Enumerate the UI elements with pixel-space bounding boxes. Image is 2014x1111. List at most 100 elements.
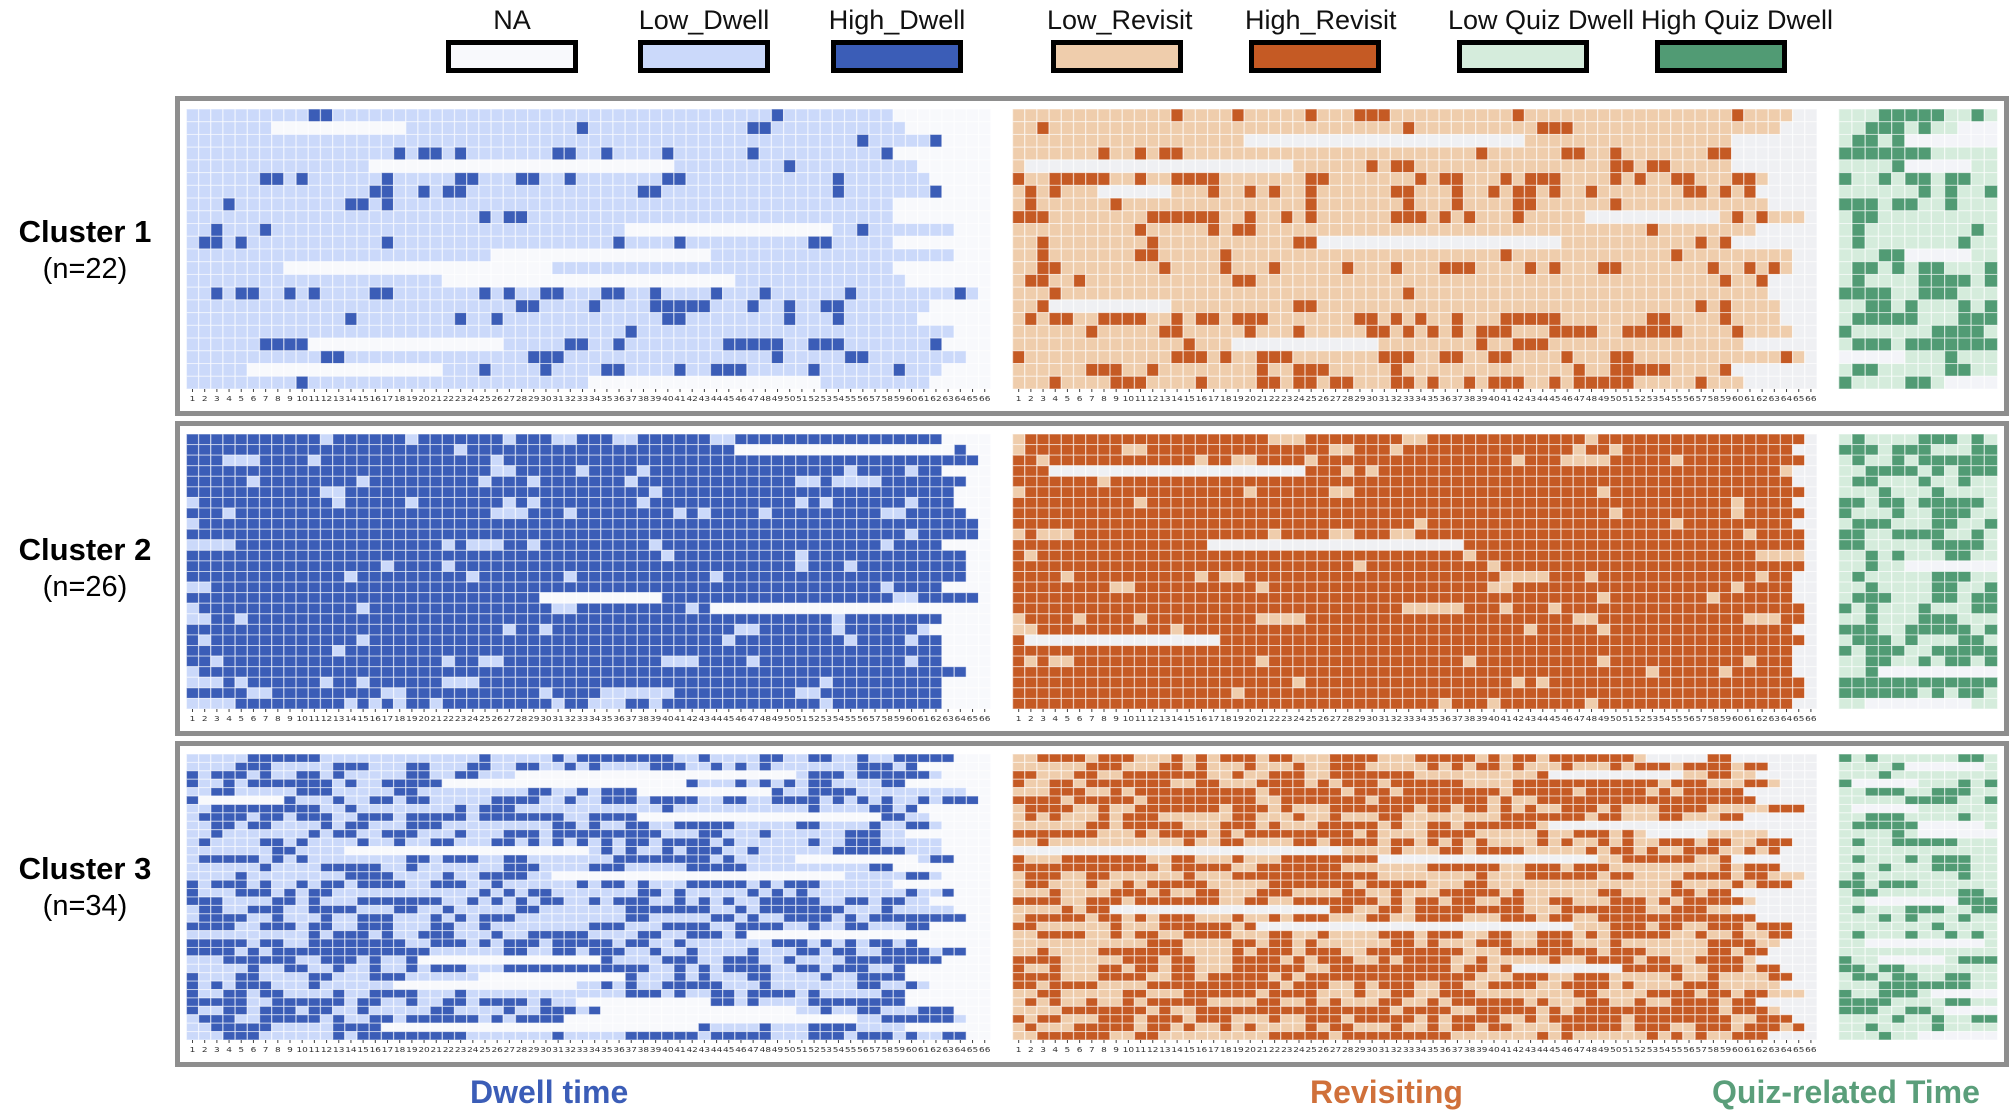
- heatmap-cell: [613, 455, 625, 466]
- heatmap-cell: [857, 147, 869, 160]
- heatmap-cell: [296, 325, 308, 338]
- heatmap-cell: [796, 287, 808, 300]
- heatmap-cell: [845, 185, 857, 198]
- heatmap-cell: [747, 550, 759, 561]
- heatmap-cell: [625, 351, 637, 364]
- heatmap-cell: [345, 198, 357, 211]
- heatmap-cell: [552, 466, 564, 477]
- heatmap-cell: [247, 519, 259, 530]
- heatmap-cell: [1537, 300, 1549, 313]
- heatmap-cell: [1549, 262, 1561, 275]
- heatmap-cell: [1293, 134, 1305, 147]
- heatmap-cell: [905, 593, 917, 604]
- heatmap-cell: [394, 160, 406, 173]
- heatmap-cell: [418, 455, 430, 466]
- heatmap-cell: [710, 667, 722, 678]
- heatmap-cell: [808, 224, 820, 237]
- heatmap-cell: [832, 300, 844, 313]
- heatmap-cell: [284, 364, 296, 377]
- heatmap-cell: [235, 211, 247, 224]
- heatmap-cell: [808, 185, 820, 198]
- heatmap-cell: [905, 487, 917, 498]
- heatmap-cell: [1220, 287, 1232, 300]
- heatmap-cell: [1305, 300, 1317, 313]
- heatmap-cell: [662, 582, 674, 593]
- heatmap-cell: [966, 185, 978, 198]
- heatmap-cell: [930, 561, 942, 572]
- heatmap-cell: [1719, 313, 1731, 326]
- heatmap-cell: [905, 211, 917, 224]
- heatmap-cell: [467, 249, 479, 262]
- heatmap-cell: [1537, 338, 1549, 351]
- heatmap-cell: [747, 236, 759, 249]
- heatmap-cell: [759, 351, 771, 364]
- heatmap-cell: [503, 134, 515, 147]
- heatmap-cell: [1317, 376, 1329, 389]
- heatmap-cell: [1403, 236, 1415, 249]
- heatmap-cell: [1646, 122, 1658, 135]
- heatmap-cell: [1646, 287, 1658, 300]
- heatmap-cell: [442, 434, 454, 445]
- heatmap-cell: [820, 198, 832, 211]
- heatmap-cell: [515, 376, 527, 389]
- heatmap-cell: [966, 572, 978, 583]
- heatmap-cell: [479, 274, 491, 287]
- heatmap-cell: [625, 656, 637, 667]
- heatmap-cell: [1945, 211, 1958, 224]
- heatmap-cell: [857, 364, 869, 377]
- heatmap-cell: [1793, 351, 1805, 364]
- heatmap-cell: [625, 487, 637, 498]
- heatmap-cell: [601, 476, 613, 487]
- legend-swatch: [638, 40, 770, 73]
- heatmap-cell: [1317, 287, 1329, 300]
- heatmap-cell: [199, 476, 211, 487]
- heatmap-cell: [235, 550, 247, 561]
- heatmap-cell: [637, 287, 649, 300]
- heatmap-cell: [1683, 364, 1695, 377]
- heatmap-cell: [1805, 300, 1817, 313]
- heatmap-cell: [296, 122, 308, 135]
- heatmap-cell: [1945, 160, 1958, 173]
- heatmap-cell: [528, 325, 540, 338]
- heatmap-cell: [625, 540, 637, 551]
- heatmap-cell: [1134, 236, 1146, 249]
- heatmap-cell: [394, 614, 406, 625]
- heatmap-cell: [698, 582, 710, 593]
- heatmap-cell: [905, 122, 917, 135]
- heatmap-cell: [893, 508, 905, 519]
- heatmap-cell: [1037, 300, 1049, 313]
- heatmap-cell: [260, 476, 272, 487]
- heatmap-cell: [1195, 376, 1207, 389]
- heatmap-cell: [966, 274, 978, 287]
- heatmap-cell: [223, 476, 235, 487]
- heatmap-cell: [979, 487, 991, 498]
- heatmap-cell: [735, 262, 747, 275]
- heatmap-cell: [674, 656, 686, 667]
- heatmap-cell: [260, 466, 272, 477]
- heatmap-cell: [1500, 160, 1512, 173]
- heatmap-cell: [467, 287, 479, 300]
- heatmap-cell: [515, 173, 527, 186]
- heatmap-cell: [418, 466, 430, 477]
- heatmap-cell: [1366, 313, 1378, 326]
- heatmap-cell: [893, 624, 905, 635]
- heatmap-cell: [235, 198, 247, 211]
- heatmap-cell: [1232, 109, 1244, 122]
- heatmap-cell: [467, 109, 479, 122]
- heatmap-cell: [1756, 262, 1768, 275]
- heatmap-cell: [625, 364, 637, 377]
- heatmap-cell: [1208, 325, 1220, 338]
- heatmap-cell: [381, 338, 393, 351]
- heatmap-cell: [442, 109, 454, 122]
- heatmap-cell: [1061, 274, 1073, 287]
- heatmap-cell: [674, 667, 686, 678]
- heatmap-cell: [1768, 300, 1780, 313]
- heatmap-cell: [1918, 351, 1931, 364]
- heatmap-cell: [1244, 300, 1256, 313]
- heatmap-cell: [320, 224, 332, 237]
- heatmap-cell: [467, 445, 479, 456]
- heatmap-cell: [455, 455, 467, 466]
- heatmap-cell: [1695, 338, 1707, 351]
- heatmap-cell: [735, 667, 747, 678]
- heatmap-cell: [564, 185, 576, 198]
